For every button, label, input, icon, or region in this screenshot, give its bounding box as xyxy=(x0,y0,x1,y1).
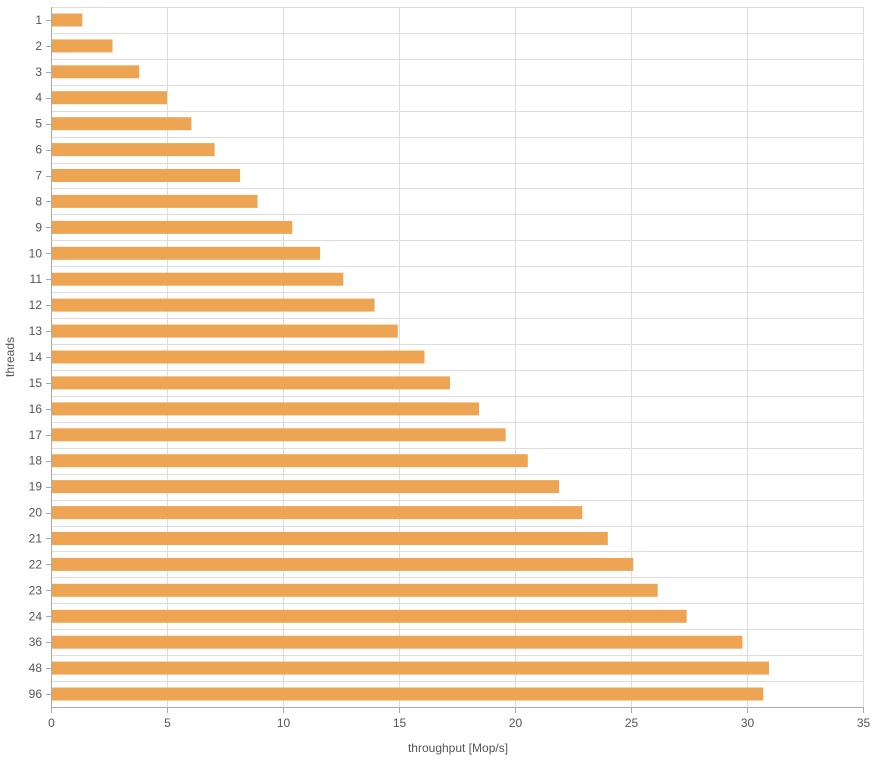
bar-17 xyxy=(52,428,506,442)
y-tick-label: 19 xyxy=(29,480,43,494)
y-tick-label: 36 xyxy=(29,635,43,649)
bar-18 xyxy=(52,454,528,468)
x-tick-label: 15 xyxy=(393,716,407,730)
bar-23 xyxy=(52,583,658,597)
x-tick-label: 5 xyxy=(164,716,171,730)
x-tick-label: 25 xyxy=(625,716,639,730)
bars xyxy=(52,13,769,701)
y-axis-title: threads xyxy=(3,337,17,377)
y-tick-label: 48 xyxy=(29,661,43,675)
bar-1 xyxy=(52,13,83,27)
bar-20 xyxy=(52,506,583,520)
bar-10 xyxy=(52,246,321,260)
bar-96 xyxy=(52,687,764,701)
y-tick-label: 7 xyxy=(35,169,42,183)
grid xyxy=(51,7,864,708)
y-tick-label: 18 xyxy=(29,454,43,468)
y-tick-label: 20 xyxy=(29,506,43,520)
bar-21 xyxy=(52,532,608,545)
x-tick-label: 30 xyxy=(741,716,755,730)
axes xyxy=(46,7,864,713)
y-tick-label: 23 xyxy=(29,583,43,597)
bar-4 xyxy=(52,91,167,105)
y-tick-label: 6 xyxy=(35,143,42,157)
y-tick-label: 5 xyxy=(35,117,42,131)
bar-24 xyxy=(52,609,687,623)
bar-36 xyxy=(52,635,743,649)
x-tick-label: 20 xyxy=(509,716,523,730)
y-tick-label: 24 xyxy=(29,609,43,623)
bar-3 xyxy=(52,65,140,79)
bar-48 xyxy=(52,661,769,675)
y-tick-label: 14 xyxy=(29,350,43,364)
y-tick-label: 2 xyxy=(35,39,42,53)
bar-13 xyxy=(52,324,398,338)
x-tick-label: 35 xyxy=(857,716,871,730)
y-tick-label: 21 xyxy=(29,532,43,546)
bar-15 xyxy=(52,376,450,390)
y-tick-label: 96 xyxy=(29,687,43,701)
y-tick-label: 12 xyxy=(29,298,43,312)
bar-12 xyxy=(52,298,375,312)
bar-11 xyxy=(52,272,344,286)
x-tick-labels: 0 5 10 15 20 25 30 35 xyxy=(48,716,870,730)
y-tick-label: 9 xyxy=(35,220,42,234)
y-tick-label: 16 xyxy=(29,402,43,416)
bar-2 xyxy=(52,39,113,53)
y-tick-label: 8 xyxy=(35,194,42,208)
bar-6 xyxy=(52,143,215,157)
y-tick-label: 3 xyxy=(35,65,42,79)
y-tick-label: 13 xyxy=(29,324,43,338)
y-tick-labels: 1234567891011121314151617181920212223243… xyxy=(29,13,43,701)
bar-16 xyxy=(52,402,479,416)
bar-9 xyxy=(52,220,293,234)
x-tick-label: 10 xyxy=(277,716,291,730)
bar-14 xyxy=(52,350,425,364)
bar-5 xyxy=(52,117,192,131)
bar-22 xyxy=(52,557,634,571)
y-tick-label: 4 xyxy=(35,91,42,105)
y-tick-label: 11 xyxy=(30,272,43,286)
bar-8 xyxy=(52,194,258,208)
y-tick-label: 22 xyxy=(29,557,43,571)
x-tick-label: 0 xyxy=(48,716,55,730)
bar-7 xyxy=(52,169,241,182)
y-tick-label: 10 xyxy=(29,246,43,260)
bar-19 xyxy=(52,480,560,494)
y-tick-label: 17 xyxy=(29,428,43,442)
y-tick-label: 15 xyxy=(29,376,43,390)
x-axis-title: throughput [Mop/s] xyxy=(408,741,508,755)
y-tick-label: 1 xyxy=(35,13,42,27)
